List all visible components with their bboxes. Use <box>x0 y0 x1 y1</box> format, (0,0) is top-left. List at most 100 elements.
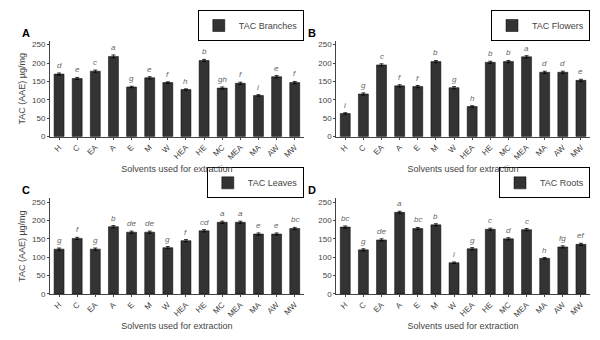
svg-text:A: A <box>22 27 30 39</box>
svg-text:E: E <box>126 300 136 310</box>
svg-text:HEA: HEA <box>458 300 476 318</box>
svg-text:d: d <box>506 226 511 235</box>
svg-text:EA: EA <box>372 300 386 314</box>
svg-text:H: H <box>339 300 350 311</box>
svg-text:M: M <box>429 300 440 311</box>
svg-text:M: M <box>429 143 440 154</box>
svg-text:Solvents used for extraction: Solvents used for extraction <box>408 164 519 174</box>
svg-text:de: de <box>377 227 386 236</box>
svg-text:d: d <box>57 61 62 70</box>
svg-text:fg: fg <box>559 234 566 243</box>
svg-text:M: M <box>143 300 154 311</box>
svg-text:bc: bc <box>341 214 349 223</box>
svg-text:e: e <box>256 221 261 230</box>
svg-text:TAC (AAE) µg/mg: TAC (AAE) µg/mg <box>17 53 27 125</box>
svg-text:AW: AW <box>266 300 282 316</box>
svg-text:Solvents used for extraction: Solvents used for extraction <box>121 321 232 331</box>
svg-text:MC: MC <box>211 300 226 315</box>
svg-text:HE: HE <box>194 143 208 157</box>
svg-text:C: C <box>71 143 82 154</box>
svg-text:c: c <box>93 58 97 67</box>
svg-text:i: i <box>257 83 259 92</box>
svg-text:MW: MW <box>569 300 586 317</box>
svg-text:A: A <box>394 143 405 154</box>
svg-text:AW: AW <box>552 143 568 159</box>
svg-text:f: f <box>416 74 419 83</box>
svg-text:MEA: MEA <box>226 143 245 162</box>
svg-text:a: a <box>238 209 243 218</box>
svg-text:e: e <box>274 221 279 230</box>
svg-text:50: 50 <box>323 114 332 123</box>
svg-text:Solvents used for extraction: Solvents used for extraction <box>408 321 519 331</box>
svg-text:f: f <box>398 73 401 82</box>
svg-text:MW: MW <box>283 300 300 317</box>
svg-text:e: e <box>147 65 152 74</box>
svg-text:MW: MW <box>569 143 586 160</box>
svg-text:EA: EA <box>372 143 386 157</box>
svg-text:MA: MA <box>534 143 549 158</box>
svg-text:f: f <box>184 228 187 237</box>
svg-text:HE: HE <box>194 300 208 314</box>
svg-text:100: 100 <box>32 253 46 262</box>
svg-text:b: b <box>433 48 438 57</box>
svg-text:200: 200 <box>318 59 332 68</box>
svg-text:B: B <box>308 27 316 39</box>
svg-text:150: 150 <box>318 235 332 244</box>
svg-text:C: C <box>357 300 368 311</box>
svg-text:MC: MC <box>497 143 512 158</box>
svg-text:150: 150 <box>318 77 332 86</box>
svg-text:A: A <box>394 300 405 311</box>
svg-text:W: W <box>160 300 172 312</box>
svg-text:HE: HE <box>480 300 494 314</box>
svg-text:W: W <box>447 143 459 155</box>
svg-text:g: g <box>452 75 457 84</box>
svg-text:e: e <box>75 65 80 74</box>
svg-text:TAC (AAE) µg/mg: TAC (AAE) µg/mg <box>17 210 27 282</box>
svg-text:b: b <box>433 212 438 221</box>
svg-text:g: g <box>361 237 366 246</box>
svg-text:MW: MW <box>283 143 300 160</box>
svg-text:A: A <box>108 300 119 311</box>
svg-text:de: de <box>145 219 154 228</box>
svg-text:Solvents used for extraction: Solvents used for extraction <box>121 164 232 174</box>
svg-text:f: f <box>239 70 242 79</box>
svg-text:g: g <box>129 74 134 83</box>
svg-text:i: i <box>344 101 346 110</box>
svg-text:cd: cd <box>200 218 209 227</box>
svg-text:H: H <box>339 143 350 154</box>
svg-text:200: 200 <box>32 59 46 68</box>
svg-text:250: 250 <box>318 40 332 49</box>
svg-text:c: c <box>380 52 384 61</box>
svg-text:h: h <box>542 246 547 255</box>
svg-text:g: g <box>57 236 62 245</box>
svg-text:MC: MC <box>211 143 226 158</box>
svg-text:50: 50 <box>36 271 45 280</box>
svg-text:AW: AW <box>552 300 568 316</box>
svg-text:100: 100 <box>318 96 332 105</box>
svg-text:C: C <box>22 184 30 196</box>
svg-text:f: f <box>166 70 169 79</box>
svg-text:TAC Leaves: TAC Leaves <box>248 178 297 188</box>
svg-text:gh: gh <box>218 75 227 84</box>
svg-text:H: H <box>53 300 64 311</box>
svg-text:150: 150 <box>32 77 46 86</box>
svg-text:TAC Roots: TAC Roots <box>540 178 584 188</box>
svg-text:bc: bc <box>291 215 299 224</box>
svg-text:50: 50 <box>323 271 332 280</box>
svg-text:b: b <box>111 214 116 223</box>
svg-text:HEA: HEA <box>172 143 190 161</box>
svg-text:d: d <box>560 59 565 68</box>
svg-text:a: a <box>220 209 225 218</box>
svg-text:bc: bc <box>414 215 422 224</box>
svg-text:TAC Branches: TAC Branches <box>239 21 297 31</box>
svg-text:e: e <box>274 64 279 73</box>
svg-text:E: E <box>412 300 422 310</box>
svg-text:HEA: HEA <box>458 143 476 161</box>
svg-text:50: 50 <box>36 114 45 123</box>
svg-text:0: 0 <box>41 132 46 141</box>
svg-text:C: C <box>71 300 82 311</box>
svg-text:h: h <box>470 94 475 103</box>
svg-text:i: i <box>453 250 455 259</box>
svg-text:MEA: MEA <box>512 300 531 319</box>
svg-text:EA: EA <box>86 300 100 314</box>
